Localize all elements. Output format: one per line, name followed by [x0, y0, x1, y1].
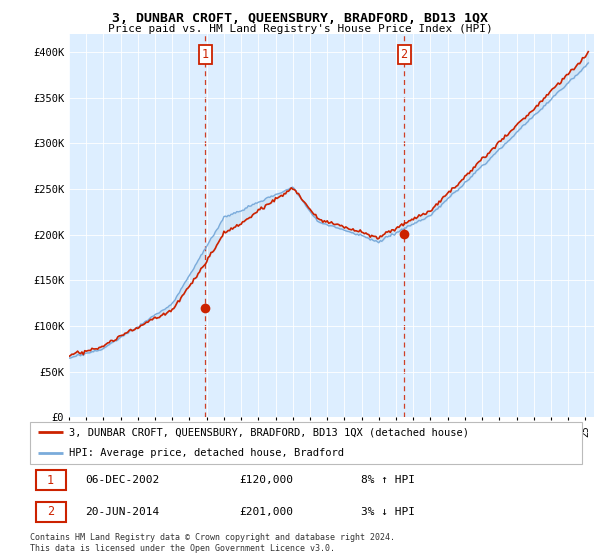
FancyBboxPatch shape: [35, 470, 66, 491]
Text: £120,000: £120,000: [240, 475, 294, 486]
Text: 3, DUNBAR CROFT, QUEENSBURY, BRADFORD, BD13 1QX: 3, DUNBAR CROFT, QUEENSBURY, BRADFORD, B…: [112, 12, 488, 25]
Text: Price paid vs. HM Land Registry's House Price Index (HPI): Price paid vs. HM Land Registry's House …: [107, 24, 493, 34]
Text: Contains HM Land Registry data © Crown copyright and database right 2024.
This d: Contains HM Land Registry data © Crown c…: [30, 533, 395, 553]
Text: 06-DEC-2002: 06-DEC-2002: [85, 475, 160, 486]
Text: 2: 2: [401, 48, 408, 61]
Text: HPI: Average price, detached house, Bradford: HPI: Average price, detached house, Brad…: [68, 448, 344, 458]
Text: £201,000: £201,000: [240, 507, 294, 517]
Text: 20-JUN-2014: 20-JUN-2014: [85, 507, 160, 517]
Text: 1: 1: [47, 474, 54, 487]
Text: 8% ↑ HPI: 8% ↑ HPI: [361, 475, 415, 486]
FancyBboxPatch shape: [35, 502, 66, 522]
Text: 3, DUNBAR CROFT, QUEENSBURY, BRADFORD, BD13 1QX (detached house): 3, DUNBAR CROFT, QUEENSBURY, BRADFORD, B…: [68, 427, 469, 437]
Text: 3% ↓ HPI: 3% ↓ HPI: [361, 507, 415, 517]
Text: 2: 2: [47, 505, 54, 518]
Text: 1: 1: [202, 48, 209, 61]
FancyBboxPatch shape: [30, 422, 582, 464]
